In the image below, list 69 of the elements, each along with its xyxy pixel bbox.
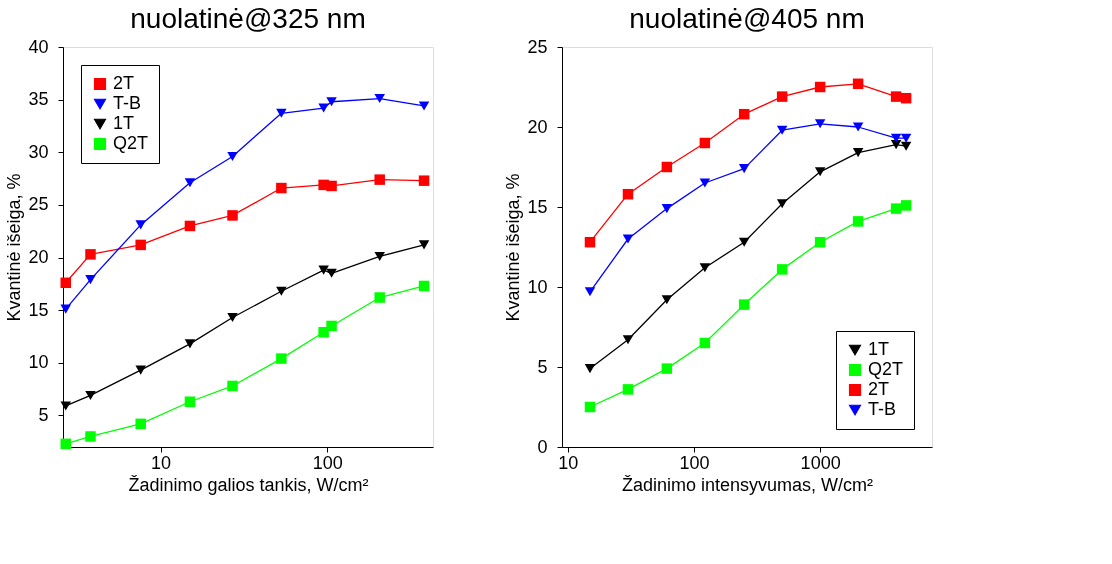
point [890, 140, 902, 150]
point [661, 204, 673, 214]
point [776, 91, 788, 102]
point [738, 164, 750, 174]
chart-title: nuolatinė@325 nm [130, 3, 366, 34]
y-tick-label: 25 [28, 194, 49, 215]
y-tick-label: 5 [38, 404, 49, 425]
legend-label: 2T [113, 73, 135, 93]
point [852, 122, 864, 132]
y-tick-label: 15 [28, 299, 49, 320]
legend-label: Q2T [113, 133, 149, 153]
point [814, 167, 826, 177]
y-tick-label: 20 [28, 247, 49, 268]
point [699, 178, 711, 188]
legend-label: 1T [113, 113, 135, 133]
point [814, 81, 826, 93]
y-tick-label: 25 [527, 36, 548, 57]
y-tick-label: 5 [537, 356, 548, 377]
legend-label: T-B [868, 399, 897, 419]
x-tick-label: 100 [679, 452, 710, 473]
point [890, 133, 902, 143]
point [776, 264, 788, 275]
legend-label: 2T [868, 379, 890, 399]
point [852, 216, 864, 227]
x-axis-title: Žadinimo galios tankis, W/cm² [128, 474, 369, 495]
y-tick-label: 0 [537, 436, 548, 457]
point [584, 236, 596, 248]
legend-label: Q2T [868, 359, 904, 379]
y-tick-label: 15 [527, 196, 548, 217]
point [622, 234, 634, 244]
point [699, 263, 711, 273]
legend-label: 1T [868, 339, 890, 359]
y-axis-title: Kvantinė išeiga, % [503, 173, 524, 322]
point [776, 199, 788, 209]
y-tick-label: 30 [28, 141, 49, 162]
x-tick-label: 10 [558, 452, 579, 473]
x-tick-label: 100 [312, 452, 343, 473]
point [584, 364, 596, 374]
x-axis-title: Žadinimo intensyvumas, W/cm² [621, 474, 874, 495]
point [814, 119, 826, 129]
point [738, 299, 750, 310]
point [584, 287, 596, 297]
point [661, 295, 673, 305]
point [622, 384, 634, 395]
point [776, 125, 788, 135]
point [852, 148, 864, 158]
point [661, 363, 673, 374]
point [890, 91, 902, 102]
point [814, 236, 826, 248]
y-tick-label: 10 [527, 276, 548, 297]
y-tick-label: 40 [28, 36, 49, 57]
point [584, 401, 596, 413]
y-tick-label: 35 [28, 89, 49, 110]
point [699, 337, 711, 349]
x-tick-label: 10 [151, 452, 172, 473]
y-tick-label: 10 [28, 352, 49, 373]
point [661, 161, 673, 173]
point [622, 335, 634, 345]
y-tick-label: 20 [527, 116, 548, 137]
point [890, 203, 902, 214]
point [699, 137, 711, 149]
x-tick-label: 1000 [800, 452, 841, 473]
chart-title: nuolatinė@405 nm [629, 3, 865, 34]
point [738, 237, 750, 247]
point [622, 188, 634, 200]
legend-label: T-B [113, 93, 142, 113]
point [852, 78, 864, 90]
point [738, 108, 750, 120]
y-axis-title: Kvantinė išeiga, % [4, 173, 25, 322]
